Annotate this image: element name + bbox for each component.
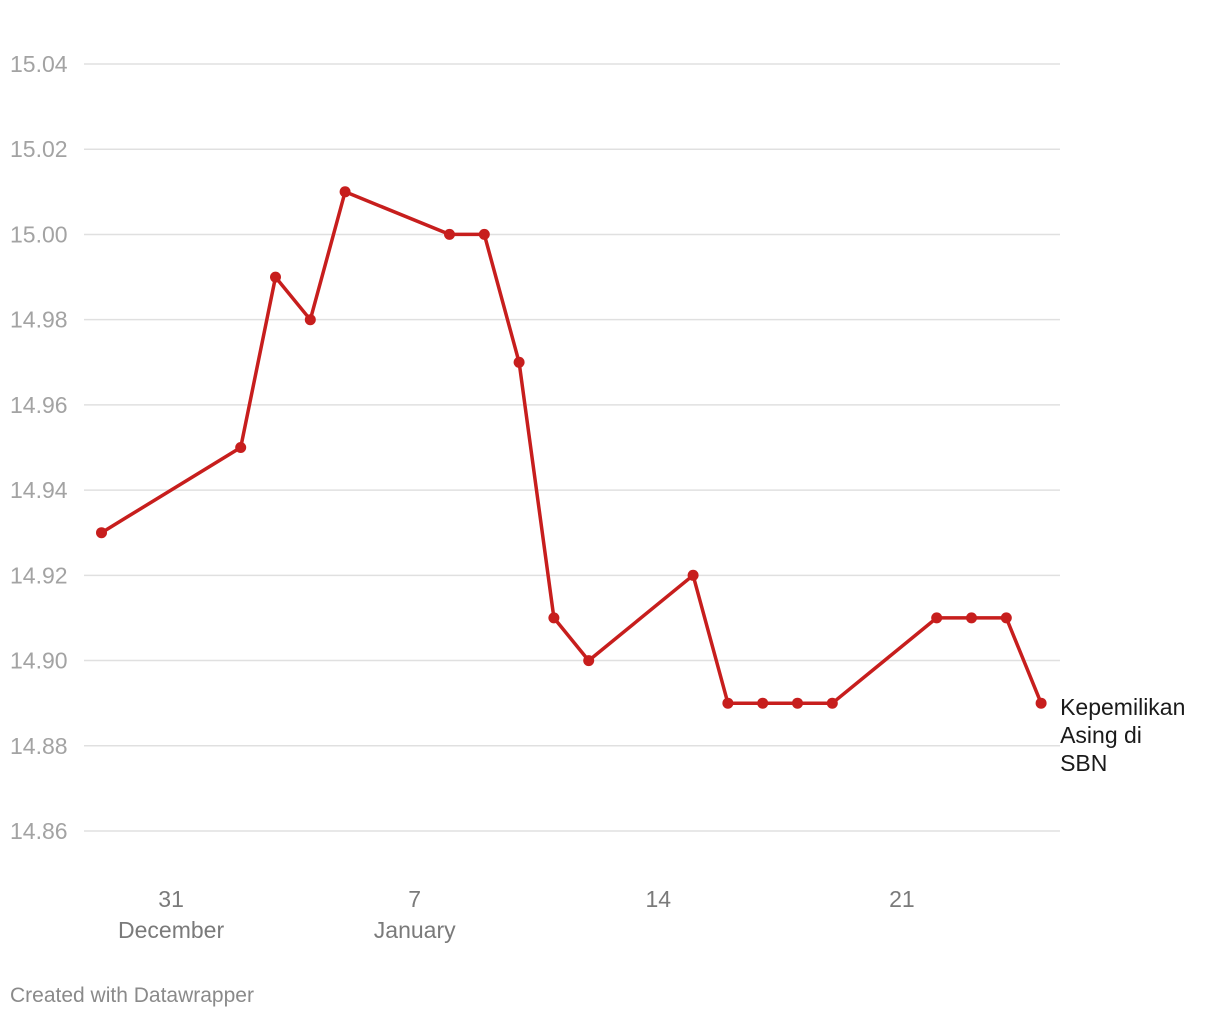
data-point xyxy=(478,228,490,240)
y-tick-label: 14.96 xyxy=(10,392,68,418)
series-label: Kepemilikan xyxy=(1060,694,1185,720)
data-point xyxy=(826,697,838,709)
y-tick-label: 15.02 xyxy=(10,136,68,162)
x-tick-label: 21 xyxy=(889,886,915,912)
y-tick-label: 14.92 xyxy=(10,562,68,588)
x-tick-month-label: January xyxy=(374,917,456,943)
data-point xyxy=(548,612,560,624)
y-tick-label: 15.00 xyxy=(10,221,68,247)
series-label: Asing di xyxy=(1060,722,1142,748)
y-tick-label: 14.88 xyxy=(10,733,68,759)
y-tick-label: 15.04 xyxy=(10,51,68,77)
x-tick-label: 14 xyxy=(646,886,672,912)
data-point xyxy=(444,228,455,240)
data-point xyxy=(270,271,281,283)
x-tick-month-label: December xyxy=(118,917,224,943)
y-tick-label: 14.90 xyxy=(10,648,68,674)
y-axis-tick-labels: 15.04 15.02 15.00 14.98 14.96 14.94 14.92 14.90… xyxy=(10,51,68,844)
data-point xyxy=(757,697,769,709)
y-tick-label: 14.94 xyxy=(10,477,68,503)
y-tick-label: 14.98 xyxy=(10,307,68,333)
data-point xyxy=(339,186,351,198)
data-point xyxy=(513,356,525,368)
data-point xyxy=(722,697,734,709)
data-point xyxy=(792,697,803,709)
x-tick-label: 7 xyxy=(408,886,421,912)
x-axis-tick-labels: 31 December 7 January 14 21 xyxy=(118,886,915,943)
data-point xyxy=(687,569,699,581)
data-point xyxy=(235,442,247,453)
series-label: SBN xyxy=(1060,750,1107,776)
data-point xyxy=(583,655,595,667)
data-point xyxy=(1035,697,1047,709)
gridlines xyxy=(84,63,1060,832)
data-point xyxy=(304,314,316,326)
data-point xyxy=(96,527,107,539)
data-point xyxy=(1000,612,1012,624)
x-tick-label: 31 xyxy=(158,886,184,912)
credit-text: Created with Datawrapper xyxy=(10,984,254,1007)
y-tick-label: 14.86 xyxy=(10,818,68,844)
data-point xyxy=(966,612,977,624)
data-point xyxy=(931,612,943,624)
series-layer xyxy=(96,186,1047,709)
